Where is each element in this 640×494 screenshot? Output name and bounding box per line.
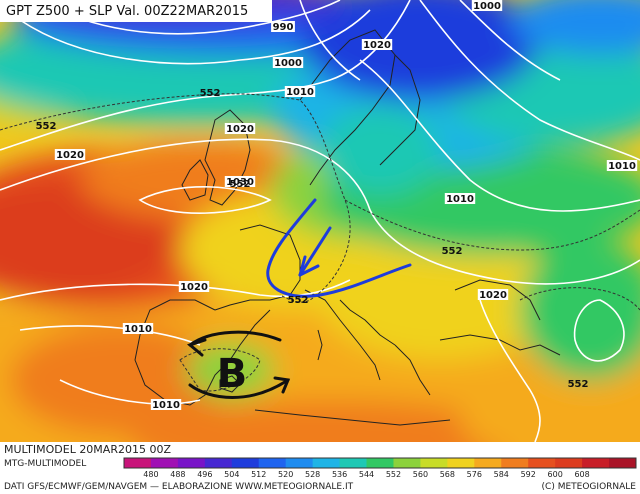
isobar-label: 1010 — [124, 324, 152, 335]
isobar-label-bg — [444, 193, 476, 204]
color-scale-swatch — [258, 458, 287, 468]
color-scale-tick-label: 576 — [467, 470, 482, 479]
isobar-label: 1020 — [226, 124, 254, 135]
isobar-label: 1010 — [152, 400, 180, 411]
color-scale-tick-label: 600 — [548, 470, 563, 479]
color-scale-tick-label: 592 — [521, 470, 536, 479]
isobar-labels: 1000 990 1020 1000 1010 1020 1020 1030 1010 1010 1… — [54, 0, 638, 411]
isobar-label: 1020 — [479, 290, 507, 301]
isobar-label: 1030 — [226, 177, 254, 188]
color-scale-tick-label: 480 — [143, 470, 158, 479]
color-scale-tick-label: 584 — [494, 470, 509, 479]
isobar-label-bg — [150, 399, 182, 410]
color-scale-swatch — [285, 458, 314, 468]
color-scale-swatch — [150, 458, 179, 468]
title-box — [0, 0, 272, 22]
color-scale: 480 488 496 504 512 520 528 536 544 552 560 568 576 5… — [123, 457, 637, 479]
color-scale-swatch — [204, 458, 233, 468]
isobar-label: 1010 — [286, 87, 314, 98]
color-scale-tick-label: 504 — [224, 470, 239, 479]
gpt-labels: 552 552 552 552 552 552 — [36, 88, 589, 390]
color-scale-swatch — [420, 458, 448, 468]
isobar-label: 1010 — [608, 161, 636, 172]
gpt-label: 552 — [36, 121, 57, 132]
isobar-label: 1020 — [363, 40, 391, 51]
color-scale-swatch — [124, 458, 152, 468]
color-scale-tick-label: 496 — [197, 470, 212, 479]
color-scale-swatch — [231, 458, 260, 468]
isobar-label: 1020 — [180, 282, 208, 293]
color-scale-swatch — [366, 458, 394, 468]
isobar-label: 1000 — [274, 58, 302, 69]
isobar-label-bg — [178, 281, 210, 292]
isobar-label-bg — [361, 39, 393, 50]
isobar-label: 1000 — [473, 1, 501, 12]
color-scale-swatch — [393, 458, 421, 468]
flow-arrow — [266, 198, 412, 298]
isobar-label-bg — [606, 160, 638, 171]
color-scale-swatch — [555, 458, 583, 468]
isobar-label: 1010 — [446, 194, 474, 205]
color-scale-swatch — [339, 458, 368, 468]
isobar-label-bg — [54, 149, 86, 160]
map-title: GPT Z500 + SLP Val. 00Z22MAR2015 — [6, 4, 248, 19]
color-scale-swatch — [312, 458, 341, 468]
color-scale-tick-label: 520 — [278, 470, 293, 479]
color-scale-swatch — [447, 458, 475, 468]
color-scale-swatch — [528, 458, 556, 468]
gpt-552-contour — [0, 93, 640, 392]
color-scale-tick-label: 608 — [574, 470, 589, 479]
model-run-label: MULTIMODEL 20MAR2015 00Z — [4, 443, 171, 456]
color-scale-swatch — [582, 458, 610, 468]
color-scale-tick-label: 568 — [440, 470, 455, 479]
sources-label: DATI GFS/ECMWF/GEM/NAVGEM — ELABORAZIONE… — [4, 482, 354, 492]
isobar-label-bg — [271, 21, 295, 32]
low-pressure-circulation — [186, 330, 291, 399]
isobar-label-bg — [224, 123, 256, 134]
isobar-label: 1020 — [56, 150, 84, 161]
gpt-label: 552 — [568, 379, 589, 390]
gpt-label: 552 — [230, 179, 251, 190]
isobar-label-bg — [477, 289, 509, 300]
color-scale-tick-label: 528 — [305, 470, 320, 479]
low-pressure-marker: B — [217, 351, 248, 397]
copyright-label: (C) METEOGIORNALE — [542, 482, 637, 492]
isobar-label-bg — [272, 57, 304, 68]
model-name-label: MTG-MULTIMODEL — [4, 459, 86, 469]
color-scale-swatch — [501, 458, 529, 468]
color-scale-swatch — [609, 458, 637, 468]
color-scale-swatch — [474, 458, 502, 468]
isobar-label-bg — [122, 323, 154, 334]
color-scale-tick-label: 552 — [386, 470, 401, 479]
isobar-label-bg — [284, 86, 316, 97]
isobar-label-bg — [224, 176, 256, 187]
color-scale-tick-label: 544 — [359, 470, 374, 479]
color-scale-tick-label: 488 — [170, 470, 185, 479]
gpt-label: 552 — [288, 295, 309, 306]
color-scale-tick-label: 536 — [332, 470, 347, 479]
gpt-label: 552 — [442, 246, 463, 257]
isobar-label-bg — [471, 0, 503, 11]
color-scale-swatch — [177, 458, 206, 468]
color-scale-tick-label: 512 — [251, 470, 266, 479]
color-scale-border — [123, 457, 637, 469]
color-scale-tick-label: 560 — [413, 470, 428, 479]
isobar-label: 990 — [273, 22, 294, 33]
gpt-label: 552 — [200, 88, 221, 99]
